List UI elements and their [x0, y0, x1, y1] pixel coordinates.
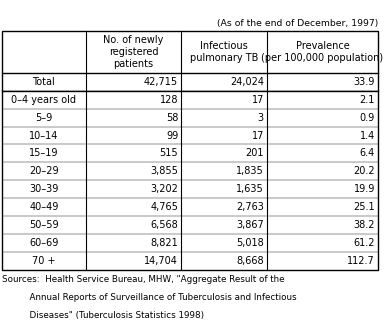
- Text: 1,635: 1,635: [236, 184, 264, 194]
- Text: 0.9: 0.9: [360, 112, 375, 123]
- Text: 20.2: 20.2: [353, 166, 375, 176]
- Text: 10–14: 10–14: [29, 130, 58, 141]
- Text: 60–69: 60–69: [29, 238, 58, 248]
- Text: 2.1: 2.1: [359, 95, 375, 105]
- Text: 6,568: 6,568: [151, 220, 178, 230]
- Text: 1,835: 1,835: [236, 166, 264, 176]
- Text: 3,867: 3,867: [236, 220, 264, 230]
- Text: 3,855: 3,855: [150, 166, 178, 176]
- Text: 0–4 years old: 0–4 years old: [11, 95, 76, 105]
- Text: 30–39: 30–39: [29, 184, 58, 194]
- Text: Annual Reports of Surveillance of Tuberculosis and Infectious: Annual Reports of Surveillance of Tuberc…: [2, 293, 296, 302]
- Text: 42,715: 42,715: [144, 77, 178, 87]
- Text: 14,704: 14,704: [144, 256, 178, 266]
- Text: 38.2: 38.2: [354, 220, 375, 230]
- Text: 6.4: 6.4: [360, 148, 375, 158]
- Text: 19.9: 19.9: [354, 184, 375, 194]
- Text: 515: 515: [159, 148, 178, 158]
- Text: 58: 58: [166, 112, 178, 123]
- Text: 1.4: 1.4: [360, 130, 375, 141]
- Text: 15–19: 15–19: [29, 148, 59, 158]
- Text: Prevalence
(per 100,000 population): Prevalence (per 100,000 population): [261, 41, 384, 63]
- Text: (As of the end of December, 1997): (As of the end of December, 1997): [217, 19, 378, 28]
- Text: Diseases" (Tuberculosis Statistics 1998): Diseases" (Tuberculosis Statistics 1998): [2, 311, 204, 320]
- Text: 99: 99: [166, 130, 178, 141]
- Bar: [2, 31, 378, 270]
- Text: 5–9: 5–9: [35, 112, 53, 123]
- Text: 20–29: 20–29: [29, 166, 59, 176]
- Text: 201: 201: [245, 148, 264, 158]
- Text: 40–49: 40–49: [29, 202, 58, 212]
- Text: 8,821: 8,821: [151, 238, 178, 248]
- Text: 70 +: 70 +: [32, 256, 56, 266]
- Text: Infectious
pulmonary TB: Infectious pulmonary TB: [190, 41, 258, 63]
- Text: 112.7: 112.7: [347, 256, 375, 266]
- Text: 8,668: 8,668: [236, 256, 264, 266]
- Text: 24,024: 24,024: [230, 77, 264, 87]
- Text: 61.2: 61.2: [354, 238, 375, 248]
- Text: Sources:  Health Service Bureau, MHW, "Aggregate Result of the: Sources: Health Service Bureau, MHW, "Ag…: [2, 275, 284, 284]
- Text: 17: 17: [252, 95, 264, 105]
- Text: Total: Total: [32, 77, 55, 87]
- Text: 128: 128: [159, 95, 178, 105]
- Text: 3: 3: [258, 112, 264, 123]
- Text: 2,763: 2,763: [236, 202, 264, 212]
- Text: 33.9: 33.9: [354, 77, 375, 87]
- Text: 25.1: 25.1: [353, 202, 375, 212]
- Text: 3,202: 3,202: [150, 184, 178, 194]
- Text: 50–59: 50–59: [29, 220, 59, 230]
- Text: 17: 17: [252, 130, 264, 141]
- Text: 5,018: 5,018: [236, 238, 264, 248]
- Text: 4,765: 4,765: [150, 202, 178, 212]
- Text: No. of newly
registered
patients: No. of newly registered patients: [103, 35, 164, 69]
